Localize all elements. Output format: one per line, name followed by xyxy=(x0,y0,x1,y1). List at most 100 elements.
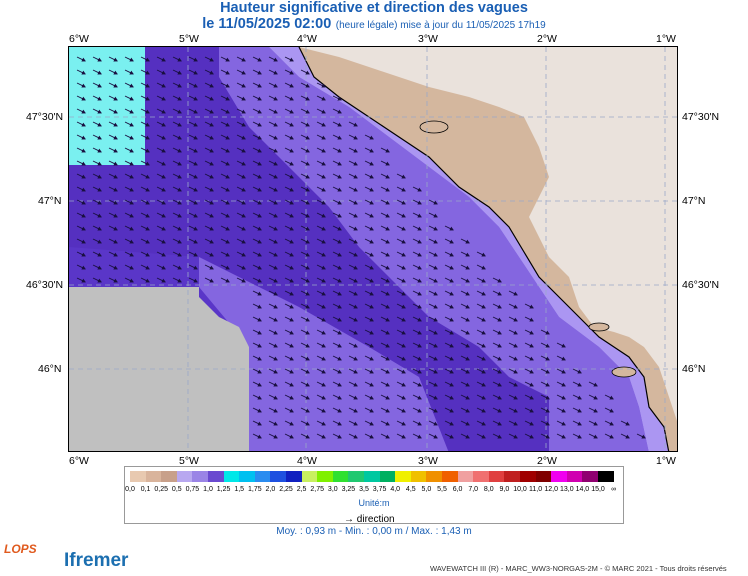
direction-arrow-head xyxy=(289,421,294,426)
direction-arrow-head xyxy=(449,252,454,257)
direction-arrow-head xyxy=(209,83,214,88)
colorbar-tick-label: 2,5 xyxy=(296,486,307,493)
lat-label-left: 46°30'N xyxy=(26,279,64,291)
lon-label-top: 3°W xyxy=(418,33,438,45)
colorbar-swatch xyxy=(504,471,521,482)
direction-arrow-head xyxy=(97,200,102,205)
direction-arrow-head xyxy=(289,356,294,361)
direction-arrow-head xyxy=(289,369,294,374)
direction-arrow-head xyxy=(289,408,294,413)
direction-arrow-head xyxy=(161,226,166,231)
direction-arrow-head xyxy=(161,174,166,179)
direction-arrow-head xyxy=(433,369,438,374)
direction-arrow-head xyxy=(273,83,278,88)
direction-arrow-head xyxy=(321,213,326,218)
direction-arrow-head xyxy=(113,213,118,218)
direction-arrow-head xyxy=(513,395,518,400)
direction-arrow-head xyxy=(401,330,406,335)
direction-arrow-head xyxy=(401,239,406,244)
direction-arrow-head xyxy=(401,265,406,270)
direction-arrow-head xyxy=(417,265,422,270)
direction-arrow-head xyxy=(385,265,390,270)
direction-arrow-head xyxy=(241,187,246,192)
direction-arrow-head xyxy=(529,421,534,426)
direction-arrow-head xyxy=(273,395,278,400)
direction-arrow-head xyxy=(321,109,326,114)
direction-arrow-head xyxy=(273,109,278,114)
direction-arrow-head xyxy=(177,213,182,218)
direction-arrow-head xyxy=(177,70,182,75)
direction-arrow-head xyxy=(385,148,390,153)
direction-arrow-head xyxy=(241,252,246,257)
direction-arrow-head xyxy=(561,382,566,387)
direction-arrow-head xyxy=(209,226,214,231)
direction-arrow-head xyxy=(225,122,230,127)
direction-arrow-head xyxy=(369,226,374,231)
direction-arrow-head xyxy=(161,135,166,140)
colorbar-tick-label: 12,0 xyxy=(544,486,558,493)
direction-arrow-head xyxy=(289,382,294,387)
direction-arrow-head xyxy=(273,122,278,127)
direction-arrow-head xyxy=(385,200,390,205)
direction-arrow-head xyxy=(433,291,438,296)
direction-arrow-head xyxy=(129,161,134,166)
direction-arrow-head xyxy=(225,213,230,218)
direction-arrow-head xyxy=(289,200,294,205)
direction-arrow-head xyxy=(321,161,326,166)
direction-arrow-head xyxy=(385,174,390,179)
direction-arrow-head xyxy=(81,213,86,218)
direction-arrow-head xyxy=(593,395,598,400)
direction-arrow-head xyxy=(385,278,390,283)
direction-arrow-head xyxy=(273,421,278,426)
direction-arrow-head xyxy=(113,83,118,88)
direction-arrow-head xyxy=(577,382,582,387)
direction-arrow-head xyxy=(161,213,166,218)
direction-arrow-head xyxy=(273,408,278,413)
direction-arrow-head xyxy=(353,135,358,140)
direction-arrow-head xyxy=(289,213,294,218)
direction-arrow-head xyxy=(369,213,374,218)
direction-arrow-head xyxy=(81,122,86,127)
direction-arrow-head xyxy=(305,343,310,348)
direction-arrow-head xyxy=(257,421,262,426)
direction-arrow-head xyxy=(577,421,582,426)
direction-arrow-head xyxy=(513,408,518,413)
direction-arrow-head xyxy=(481,343,486,348)
direction-arrow-head xyxy=(321,369,326,374)
direction-arrow-head xyxy=(97,109,102,114)
direction-arrow-head xyxy=(529,304,534,309)
direction-arrow-head xyxy=(113,252,118,257)
lon-label-top: 6°W xyxy=(69,33,89,45)
direction-arrow-head xyxy=(545,356,550,361)
direction-arrow-head xyxy=(129,187,134,192)
direction-arrow-head xyxy=(417,239,422,244)
direction-arrow-head xyxy=(161,109,166,114)
direction-arrow-head xyxy=(321,174,326,179)
direction-arrow-head xyxy=(241,135,246,140)
direction-arrow-head xyxy=(177,57,182,62)
direction-arrow-head xyxy=(257,109,262,114)
colorbar-swatch xyxy=(582,471,599,482)
wave-map[interactable] xyxy=(68,46,678,452)
direction-arrow-head xyxy=(513,434,518,439)
direction-arrow-head xyxy=(257,57,262,62)
direction-arrow-head xyxy=(193,226,198,231)
direction-arrow-head xyxy=(257,70,262,75)
direction-arrow-head xyxy=(337,304,342,309)
direction-arrow-head xyxy=(401,200,406,205)
colorbar-swatch xyxy=(332,471,349,482)
direction-arrow-head xyxy=(97,122,102,127)
direction-arrow-head xyxy=(193,187,198,192)
direction-arrow-head xyxy=(145,174,150,179)
direction-arrow-head xyxy=(257,395,262,400)
direction-arrow-head xyxy=(449,265,454,270)
direction-arrow-head xyxy=(513,343,518,348)
subtitle-date: le 11/05/2025 02:00 xyxy=(202,16,332,32)
map-subtitle: le 11/05/2025 02:00 (heure légale) mise … xyxy=(0,15,748,33)
direction-arrow-head xyxy=(369,304,374,309)
direction-arrow-head xyxy=(257,343,262,348)
colorbar-swatch xyxy=(551,471,568,482)
direction-arrow-head xyxy=(145,122,150,127)
direction-arrow-head xyxy=(225,161,230,166)
direction-arrow-head xyxy=(273,135,278,140)
